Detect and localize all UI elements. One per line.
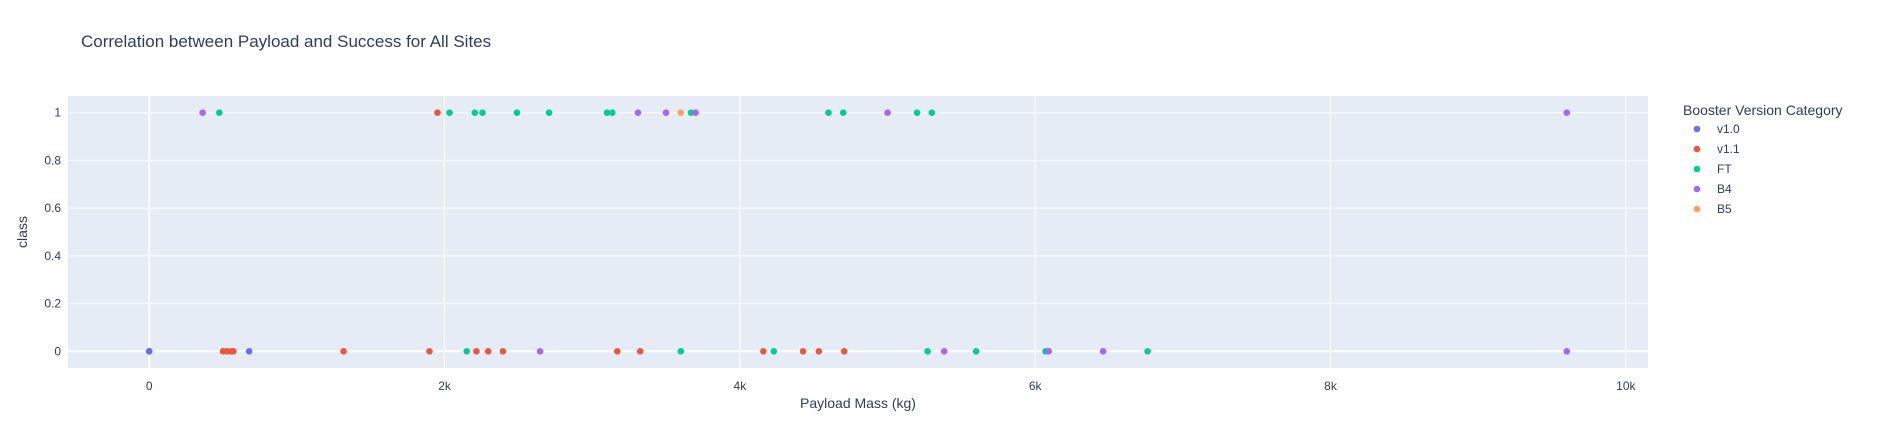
plot-area [68,96,1648,368]
y-axis-title: class [14,216,30,248]
data-point-FT [463,347,470,355]
x-axis-title: Payload Mass (kg) [800,395,916,411]
data-point-v1.1 [614,347,621,355]
x-tick-labels: 0 2k 4k 6k 8k 10k [146,379,1637,393]
data-point-FT [928,109,936,117]
y-tick-label: 1 [54,106,61,120]
data-point-FT [687,109,695,117]
x-tick-label: 0 [146,379,153,393]
data-point-v1.1 [499,347,507,355]
data-point-FT [513,109,521,117]
data-point-B4 [884,109,891,117]
data-point-B4 [536,347,544,355]
data-point-B4 [940,347,948,355]
data-point-FT [603,109,611,117]
data-point-v1.1 [636,347,644,355]
legend-marker [1693,145,1701,153]
legend-title: Booster Version Category [1683,102,1843,118]
y-tick-label: 0.6 [44,201,61,215]
data-point-v1.1 [230,347,237,355]
x-tick-label: 8k [1324,379,1338,393]
data-point-FT [825,109,832,117]
legend-marker [1693,185,1701,193]
data-point-v1.1 [484,347,492,355]
data-point-B5 [677,109,685,117]
data-point-v1.1 [799,347,807,355]
legend-item-label: v1.0 [1717,122,1740,136]
data-point-FT [608,109,616,117]
x-tick-label: 4k [734,379,748,393]
data-point-v1.1 [760,347,767,355]
data-point-v1.1 [473,347,480,355]
data-point-v1.0 [145,347,153,355]
data-point-FT [479,109,486,117]
data-point-B4 [692,109,699,117]
legend-items: v1.0 v1.1 FT B4 B5 [1693,122,1740,216]
data-point-B4 [662,109,670,117]
legend-item-label: v1.1 [1717,142,1740,156]
data-point-FT [839,109,847,117]
x-tick-label: 2k [438,379,452,393]
x-gridlines [148,96,1627,368]
legend-marker [1693,165,1701,173]
y-tick-label: 0.4 [44,249,61,263]
data-point-v1.1 [340,347,347,355]
legend: Booster Version Category v1.0 v1.1 FT B4 B5 [1683,102,1843,216]
data-point-FT [972,347,980,355]
data-point-v1.1 [815,347,823,355]
y-tick-label: 0 [54,344,61,358]
data-points [145,109,1571,355]
data-point-FT [924,347,931,355]
x-tick-label: 10k [1616,379,1636,393]
data-point-v1.1 [426,347,433,355]
y-gridlines [68,112,1648,353]
y-tick-label: 0.2 [44,297,61,311]
data-point-v1.1 [434,109,441,117]
data-point-FT [471,109,479,117]
data-point-FT [770,347,778,355]
data-point-FT [545,109,553,117]
legend-marker [1693,125,1701,133]
data-point-B4 [1099,347,1107,355]
data-point-FT [1144,347,1151,355]
legend-item-label: B5 [1717,202,1732,216]
chart-title: Correlation between Payload and Success … [81,32,491,51]
legend-item-label: B4 [1717,182,1732,196]
y-tick-labels: 0 0.2 0.4 0.6 0.8 1 [44,106,61,359]
data-point-B4 [1563,347,1571,355]
legend-marker [1693,205,1701,213]
legend-item-label: FT [1717,162,1732,176]
data-point-v1.1 [840,347,848,355]
data-point-FT [677,347,685,355]
data-point-B4 [1045,347,1053,355]
y-tick-label: 0.8 [44,153,61,167]
data-point-FT [446,109,453,117]
data-point-B4 [1563,109,1571,117]
data-point-FT [216,109,223,117]
data-point-B4 [199,109,206,117]
data-point-FT [913,109,921,117]
data-point-v1.0 [245,347,253,355]
x-tick-label: 6k [1029,379,1043,393]
data-point-B4 [634,109,642,117]
